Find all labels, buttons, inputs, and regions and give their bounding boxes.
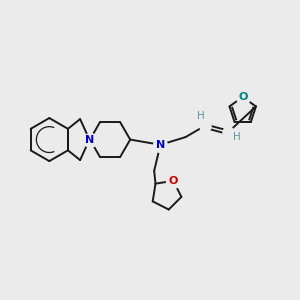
Text: O: O — [169, 176, 178, 186]
Text: O: O — [238, 92, 247, 102]
Text: N: N — [156, 140, 165, 150]
Text: N: N — [85, 135, 94, 145]
Text: H: H — [233, 133, 241, 142]
Text: H: H — [197, 111, 205, 121]
